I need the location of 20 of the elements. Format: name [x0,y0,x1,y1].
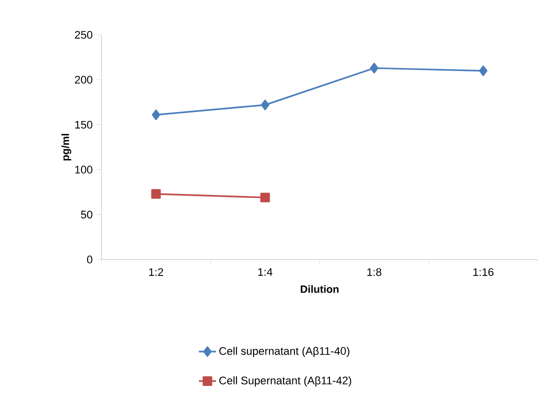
y-tick-label: 50 [80,210,92,218]
y-axis-title: pg/ml [61,134,72,160]
point [152,109,160,120]
point [479,65,488,76]
y-tick-label: 0 [87,255,92,264]
x-axis-title: Dilution [300,284,338,293]
x-tick-label: 1:8 [367,268,382,276]
x-tick-label: 1:16 [473,268,494,276]
point [151,188,161,199]
legend-label: Cell Supernatant (Aβ11-42) [219,376,352,386]
point [260,192,270,202]
y-tick-label: 150 [75,120,92,128]
y-tick-label: 100 [75,166,92,174]
y-tick-label: 250 [74,30,92,39]
x-tick-label: 1:2 [149,268,164,276]
legend-label: Cell supernatant (Aβ11-40) [219,346,350,357]
point [260,99,270,110]
y-tick-label: 200 [74,76,92,84]
point [370,62,378,74]
x-tick-label: 1:4 [258,268,272,276]
